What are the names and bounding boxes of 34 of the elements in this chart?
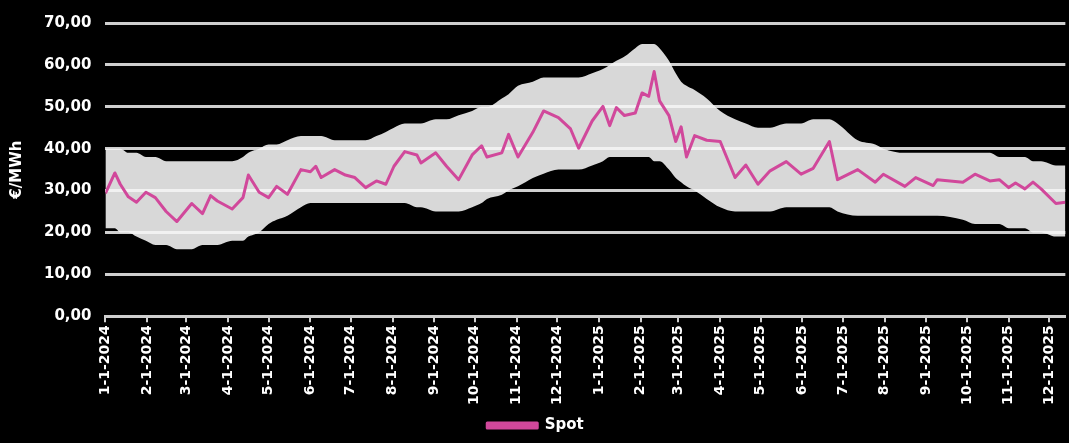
y-tick-label: 30,00 — [43, 180, 92, 199]
x-tick-label: 1-1-2024 — [96, 324, 113, 396]
x-tick-label: 7-1-2024 — [341, 324, 358, 396]
x-tick-label: 1-1-2025 — [589, 325, 606, 396]
x-tick-label: 4-1-2024 — [218, 324, 235, 396]
y-tick-label: 40,00 — [43, 138, 92, 157]
x-tick-label: 12-1-2025 — [1039, 325, 1056, 405]
x-tick-label: 8-1-2024 — [383, 324, 400, 396]
x-tick-label: 9-1-2024 — [425, 324, 442, 396]
legend-label: Spot — [544, 415, 584, 434]
x-tick-label: 5-1-2024 — [259, 324, 276, 396]
x-tick-label: 3-1-2024 — [176, 324, 193, 396]
y-tick-label: 0,00 — [54, 306, 92, 325]
x-tick-label: 7-1-2025 — [833, 325, 850, 396]
y-tick-label: 20,00 — [43, 222, 92, 241]
x-tick-label: 2-1-2024 — [137, 324, 154, 396]
x-tick-label: 2-1-2025 — [631, 325, 648, 396]
y-tick-label: 50,00 — [43, 96, 92, 115]
x-tick-label: 5-1-2025 — [751, 325, 768, 396]
y-axis-title: €/MWh — [6, 140, 25, 200]
y-tick-label: 70,00 — [43, 12, 92, 31]
x-tick-label: 11-1-2024 — [507, 324, 524, 405]
x-tick-label: 6-1-2025 — [793, 325, 810, 396]
x-tick-label: 12-1-2024 — [547, 324, 564, 405]
x-tick-label: 11-1-2025 — [999, 325, 1016, 405]
y-tick-label: 60,00 — [43, 54, 92, 73]
x-tick-label: 10-1-2025 — [957, 325, 974, 405]
x-tick-label: 4-1-2025 — [710, 325, 727, 396]
x-tick-label: 3-1-2025 — [669, 325, 686, 396]
x-tick-label: 10-1-2024 — [465, 324, 482, 405]
x-tick-label: 8-1-2025 — [875, 325, 892, 396]
y-tick-label: 10,00 — [43, 264, 92, 283]
x-tick-label: 6-1-2024 — [301, 324, 318, 396]
x-tick-label: 9-1-2025 — [917, 325, 934, 396]
